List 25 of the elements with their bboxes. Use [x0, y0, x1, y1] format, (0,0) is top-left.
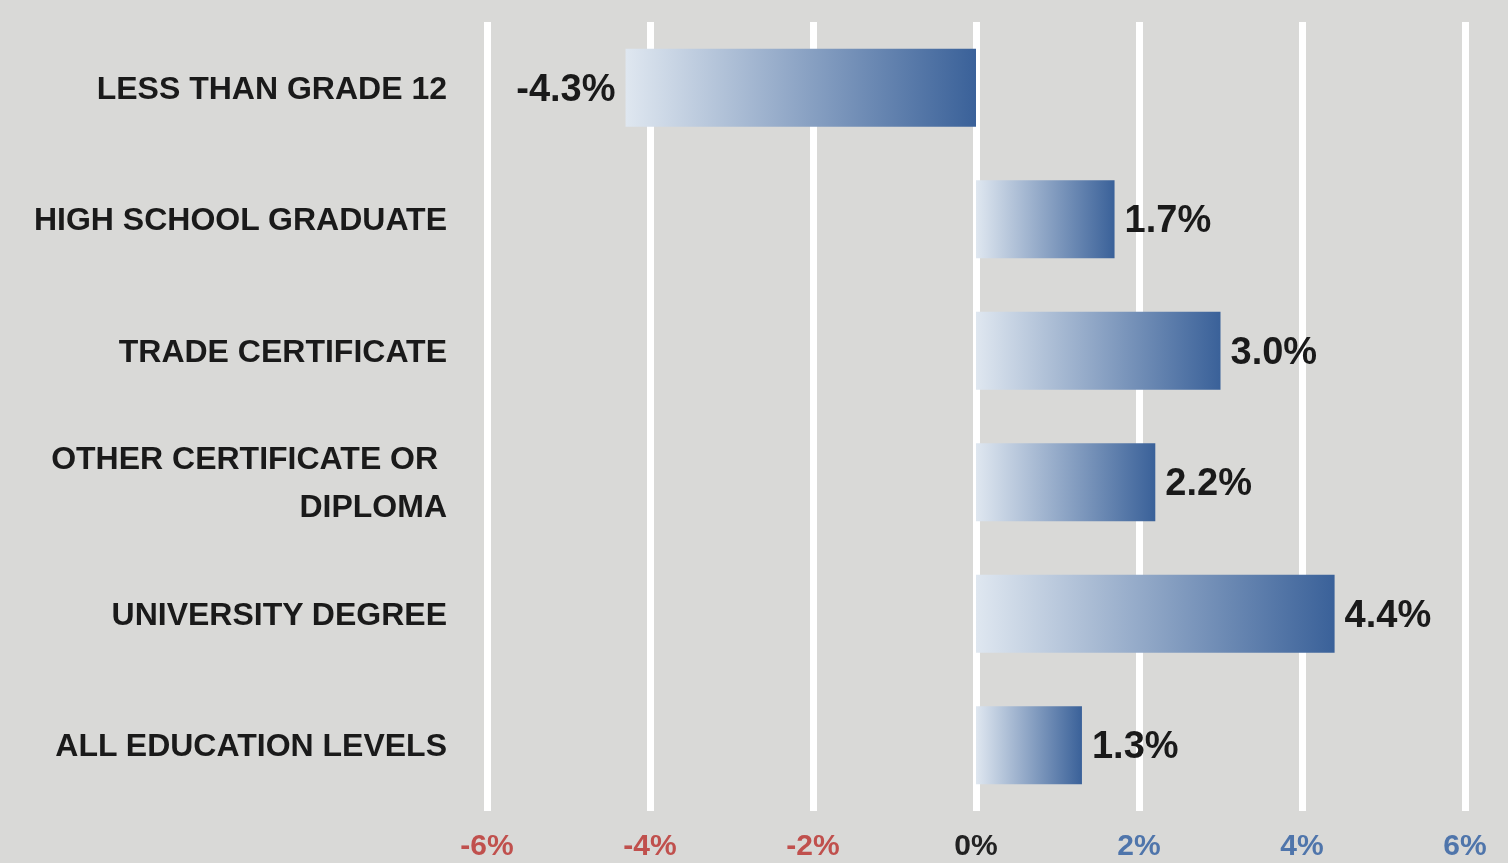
bar [976, 443, 1156, 522]
data-label: 2.2% [1165, 461, 1252, 504]
data-label: 4.4% [1344, 592, 1432, 635]
bar [625, 48, 976, 127]
y-tick-label: OTHER CERTIFICATE OR DIPLOMA [51, 440, 447, 525]
x-tick-label: -4% [623, 827, 677, 861]
x-tick-label: -2% [786, 827, 840, 861]
bar [976, 706, 1082, 785]
x-tick-label: 4% [1280, 827, 1324, 861]
data-label: 1.3% [1091, 724, 1179, 767]
x-tick-label: 2% [1117, 827, 1161, 861]
x-tick-label: -6% [460, 827, 514, 861]
y-tick-label: HIGH SCHOOL GRADUATE [33, 201, 447, 238]
x-tick-label: 6% [1443, 827, 1487, 861]
x-tick-label: 0% [954, 827, 998, 861]
y-tick-label: LESS THAN GRADE 12 [96, 69, 447, 106]
bar [976, 180, 1115, 259]
data-label: 1.7% [1124, 198, 1212, 241]
data-label: 3.0% [1230, 329, 1318, 372]
bar [976, 311, 1221, 390]
bar [976, 574, 1335, 653]
y-tick-label: TRADE CERTIFICATE [118, 332, 447, 369]
y-tick-label: ALL EDUCATION LEVELS [55, 727, 447, 764]
data-label: -4.3% [516, 66, 616, 109]
y-tick-label: UNIVERSITY DEGREE [111, 595, 447, 632]
